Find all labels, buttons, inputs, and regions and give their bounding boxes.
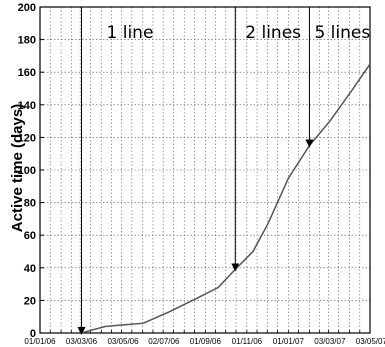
y-tick-label: 100 bbox=[18, 165, 36, 177]
x-tick-label: 03/03/06 bbox=[66, 337, 98, 346]
x-tick-label: 03/05/07 bbox=[356, 337, 385, 346]
x-tick-label: 03/05/06 bbox=[107, 337, 139, 346]
y-tick-label: 40 bbox=[24, 263, 36, 275]
y-tick-label: 0 bbox=[30, 328, 36, 340]
y-axis-label: Active time (days) bbox=[9, 104, 26, 232]
annotation-label: 5 lines bbox=[314, 23, 370, 43]
y-tick-label: 80 bbox=[24, 198, 36, 210]
x-tick-label: 01/11/06 bbox=[232, 337, 263, 346]
y-tick-label: 60 bbox=[24, 230, 36, 242]
axes: 0 20 40 60 80 100 120 140 160 180 200 01/01/06 03/03… bbox=[18, 2, 385, 346]
y-tick-label: 180 bbox=[18, 35, 36, 47]
x-tick-label: 01/01/07 bbox=[273, 337, 305, 346]
annotation-label: 2 lines bbox=[245, 23, 301, 43]
annotation-label: 1 line bbox=[107, 23, 154, 43]
grid bbox=[40, 7, 370, 333]
y-tick-label: 140 bbox=[18, 100, 36, 112]
y-tick-label: 20 bbox=[24, 295, 36, 307]
y-tick-label: 200 bbox=[18, 2, 36, 14]
annotations: 1 line 2 lines 5 lines bbox=[77, 7, 370, 335]
series-line bbox=[81, 63, 371, 334]
y-tick-label: 120 bbox=[18, 132, 36, 144]
series-layer bbox=[81, 63, 371, 334]
x-tick-label: 01/01/06 bbox=[24, 337, 56, 346]
x-tick-label: 02/07/06 bbox=[148, 337, 180, 346]
x-tick-label: 03/03/07 bbox=[314, 337, 346, 346]
x-tick-label: 01/09/06 bbox=[190, 337, 222, 346]
y-tick-label: 160 bbox=[18, 67, 36, 79]
